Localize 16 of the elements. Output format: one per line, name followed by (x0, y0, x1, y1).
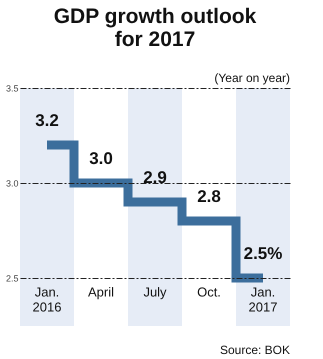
x-tick-label: Jan. 2016 (32, 284, 62, 314)
y-tick-label: 3.5 (6, 84, 18, 94)
y-tick-label: 3.0 (6, 178, 18, 188)
data-label: 2.9 (143, 168, 167, 187)
x-tick-label: Oct. (197, 284, 221, 300)
data-label: 3.0 (89, 149, 113, 168)
data-label: 3.2 (35, 111, 59, 130)
x-tick-label: July (143, 284, 168, 300)
chart-title: GDP growth outlook for 2017 (54, 5, 257, 51)
x-tick-label: Jan. 2017 (248, 284, 278, 314)
y-tick-label: 2.5 (6, 274, 18, 284)
x-tick-label: April (88, 284, 114, 300)
data-label: 2.5% (244, 244, 282, 263)
source-note: Source: BOK (220, 343, 290, 357)
data-label: 2.8 (197, 187, 221, 206)
text: (Year on year) (214, 71, 290, 85)
